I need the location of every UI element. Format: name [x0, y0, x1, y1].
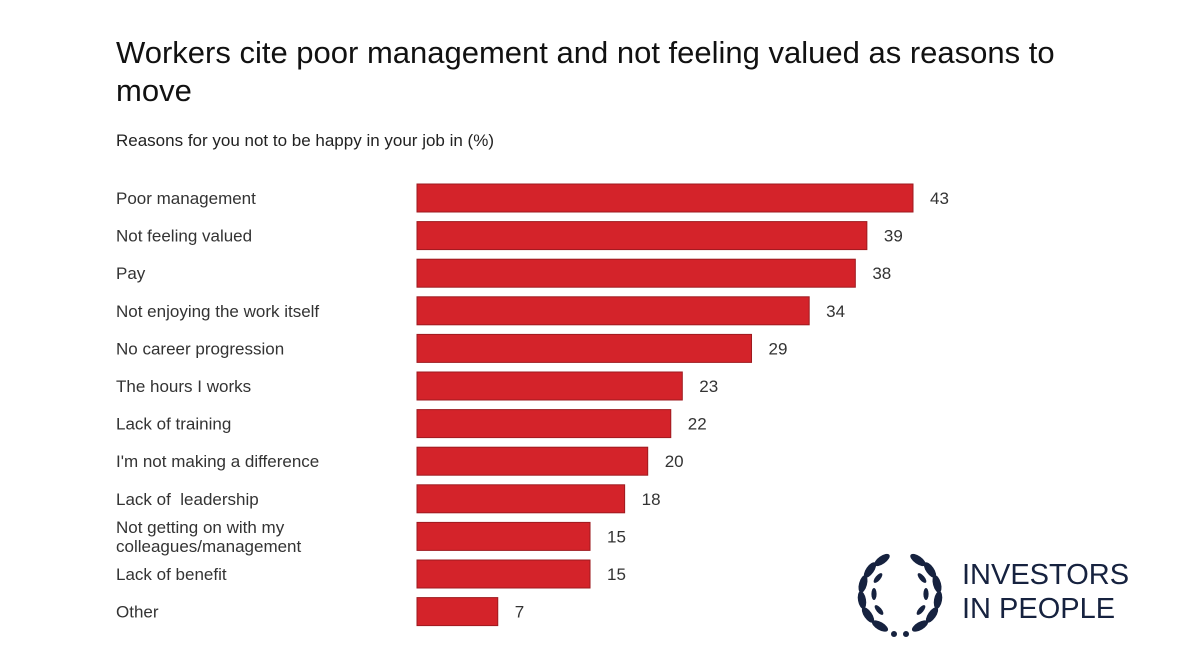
- category-label: I'm not making a difference: [116, 452, 319, 471]
- category-label: No career progression: [116, 339, 284, 358]
- bar: [416, 521, 591, 551]
- category-label: Lack of training: [116, 415, 231, 434]
- value-label: 18: [642, 490, 661, 509]
- value-label: 20: [665, 452, 684, 471]
- chart-subtitle: Reasons for you not to be happy in your …: [116, 131, 494, 150]
- category-label: The hours I works: [116, 377, 251, 396]
- value-label: 23: [699, 377, 718, 396]
- bar: [416, 221, 868, 251]
- bar: [416, 446, 649, 476]
- category-label: Poor management: [116, 189, 256, 208]
- category-labels-group: Poor management Not feeling valued Pay Not …: [116, 189, 319, 622]
- logo-line-1: INVESTORS: [962, 559, 1130, 591]
- value-label: 29: [769, 339, 788, 358]
- category-label: Not feeling valued: [116, 227, 252, 246]
- category-label: Pay: [116, 264, 146, 283]
- investors-in-people-logo: INVESTORS IN PEOPLE: [852, 548, 1142, 638]
- bar: [416, 597, 499, 627]
- value-label: 22: [688, 415, 707, 434]
- category-label: Other: [116, 603, 159, 622]
- category-label: Not enjoying the work itself: [116, 302, 319, 321]
- value-label: 43: [930, 189, 949, 208]
- bar: [416, 258, 856, 288]
- bars-group: [416, 183, 914, 627]
- category-label: Lack of leadership: [116, 490, 259, 509]
- value-label: 7: [515, 603, 524, 622]
- chart-title: Workers cite poor management and not fee…: [116, 35, 1055, 108]
- bar: [416, 484, 626, 514]
- category-label: Lack of benefit: [116, 565, 227, 584]
- bar: [416, 183, 914, 213]
- logo-wordmark: INVESTORS IN PEOPLE: [962, 558, 1129, 626]
- bar: [416, 559, 591, 589]
- bar: [416, 371, 683, 401]
- laurel-wreath-icon: [857, 553, 943, 637]
- value-label: 34: [826, 302, 845, 321]
- value-label: 39: [884, 227, 903, 246]
- value-label: 38: [872, 264, 891, 283]
- value-label: 15: [607, 565, 626, 584]
- bar: [416, 409, 672, 439]
- category-label: Not getting on with my colleagues/managem…: [116, 518, 302, 556]
- bar: [416, 333, 753, 363]
- value-label: 15: [607, 527, 626, 546]
- logo-line-2: IN PEOPLE: [962, 593, 1116, 625]
- bar: [416, 296, 810, 326]
